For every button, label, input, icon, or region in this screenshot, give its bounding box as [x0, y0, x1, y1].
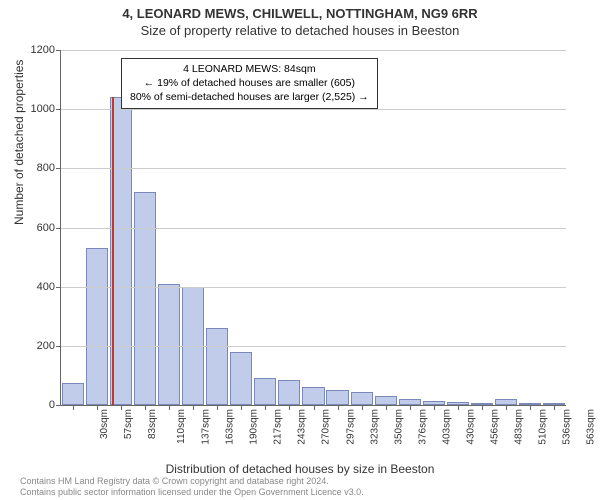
x-tick — [530, 405, 531, 410]
x-tick-label: 297sqm — [345, 409, 356, 445]
histogram-bar — [254, 378, 276, 405]
x-tick — [169, 405, 170, 410]
grid-line — [61, 287, 566, 288]
chart-container: 4, LEONARD MEWS, CHILWELL, NOTTINGHAM, N… — [0, 0, 600, 500]
histogram-bar — [86, 248, 108, 405]
y-tick — [56, 228, 61, 229]
x-tick-label: 110sqm — [176, 409, 187, 444]
x-axis-title: Distribution of detached houses by size … — [0, 462, 600, 476]
grid-line — [61, 50, 566, 51]
chart-subtitle: Size of property relative to detached ho… — [0, 21, 600, 38]
x-tick — [506, 405, 507, 410]
y-tick — [56, 405, 61, 406]
x-tick-label: 163sqm — [225, 409, 236, 445]
infobox-line: ← 19% of detached houses are smaller (60… — [130, 76, 369, 90]
infobox-line: 4 LEONARD MEWS: 84sqm — [130, 62, 369, 76]
x-tick-label: 83sqm — [147, 409, 158, 439]
y-tick-label: 0 — [49, 399, 55, 411]
x-tick — [338, 405, 339, 410]
y-tick — [56, 168, 61, 169]
x-tick — [410, 405, 411, 410]
x-tick — [289, 405, 290, 410]
x-tick — [241, 405, 242, 410]
x-tick — [482, 405, 483, 410]
histogram-bar — [158, 284, 180, 405]
x-tick-label: 350sqm — [393, 409, 404, 445]
x-tick — [554, 405, 555, 410]
histogram-bar — [62, 383, 84, 405]
chart-title: 4, LEONARD MEWS, CHILWELL, NOTTINGHAM, N… — [0, 0, 600, 21]
x-tick-label: 190sqm — [249, 409, 260, 445]
y-tick — [56, 50, 61, 51]
x-tick-label: 430sqm — [465, 409, 476, 445]
x-tick-label: 456sqm — [489, 409, 500, 445]
y-tick-label: 800 — [37, 162, 55, 174]
x-tick — [386, 405, 387, 410]
y-tick-label: 1000 — [31, 103, 55, 115]
x-tick-label: 376sqm — [417, 409, 428, 445]
y-tick-label: 1200 — [31, 44, 55, 56]
x-tick — [362, 405, 363, 410]
y-tick-label: 600 — [37, 222, 55, 234]
x-tick — [458, 405, 459, 410]
x-tick-label: 30sqm — [99, 409, 110, 439]
x-tick — [434, 405, 435, 410]
property-marker-line — [112, 97, 114, 405]
x-tick-label: 270sqm — [321, 409, 332, 445]
x-tick-label: 57sqm — [123, 409, 134, 439]
attribution-text: Contains HM Land Registry data © Crown c… — [20, 476, 364, 498]
x-tick — [145, 405, 146, 410]
grid-line — [61, 168, 566, 169]
histogram-bar — [326, 390, 348, 405]
x-tick — [265, 405, 266, 410]
y-tick — [56, 346, 61, 347]
histogram-bar — [134, 192, 156, 405]
x-tick-label: 403sqm — [441, 409, 452, 445]
grid-line — [61, 228, 566, 229]
y-tick-label: 200 — [37, 340, 55, 352]
x-tick — [73, 405, 74, 410]
y-tick — [56, 109, 61, 110]
x-tick-label: 536sqm — [562, 409, 573, 445]
x-tick — [314, 405, 315, 410]
histogram-bar — [351, 392, 373, 405]
histogram-bar — [302, 387, 324, 405]
attribution-line: Contains public sector information licen… — [20, 487, 364, 498]
y-tick-label: 400 — [37, 281, 55, 293]
x-tick-label: 217sqm — [273, 409, 284, 445]
x-tick — [121, 405, 122, 410]
y-tick — [56, 287, 61, 288]
infobox-line: 80% of semi-detached houses are larger (… — [130, 90, 369, 104]
plot-area: 4 LEONARD MEWS: 84sqm ← 19% of detached … — [60, 50, 566, 406]
info-box: 4 LEONARD MEWS: 84sqm ← 19% of detached … — [121, 58, 378, 109]
x-tick-label: 137sqm — [201, 409, 212, 445]
x-tick — [97, 405, 98, 410]
histogram-bar — [230, 352, 252, 405]
attribution-line: Contains HM Land Registry data © Crown c… — [20, 476, 364, 487]
histogram-bar — [206, 328, 228, 405]
grid-line — [61, 346, 566, 347]
x-tick-label: 563sqm — [586, 409, 597, 445]
y-axis-title: Number of detached properties — [12, 60, 26, 225]
x-tick — [193, 405, 194, 410]
histogram-bar — [375, 396, 397, 405]
histogram-bar — [278, 380, 300, 405]
x-tick-label: 323sqm — [369, 409, 380, 445]
x-tick-label: 510sqm — [537, 409, 548, 445]
x-tick-label: 243sqm — [297, 409, 308, 445]
x-tick-label: 483sqm — [513, 409, 524, 445]
x-tick — [217, 405, 218, 410]
grid-line — [61, 109, 566, 110]
